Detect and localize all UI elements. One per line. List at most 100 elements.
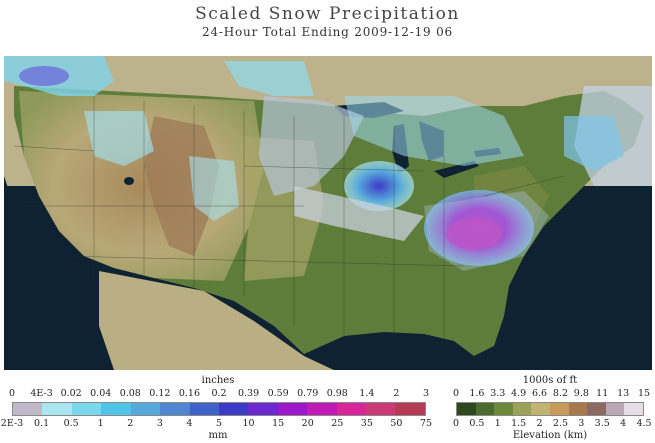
rocky-mountains bbox=[144, 116, 219, 256]
elev-swatch-6 bbox=[568, 403, 588, 415]
snow-bottom-ticks-label: 75 bbox=[419, 418, 433, 429]
elev-bottom-ticks-label: 4 bbox=[620, 418, 627, 429]
snow-bottom-ticks-label: 15 bbox=[272, 418, 285, 429]
snow-swatch-12 bbox=[366, 403, 396, 415]
elev-top-ticks-label: 6.6 bbox=[531, 388, 548, 399]
snow-legend-colorbar bbox=[12, 402, 426, 416]
elev-top-ticks-label: 0 bbox=[452, 388, 460, 399]
elevation-legend-colorbar bbox=[456, 402, 644, 416]
snow-swatch-7 bbox=[218, 403, 249, 415]
gulf-water bbox=[304, 336, 474, 370]
snow-new-england bbox=[564, 116, 624, 171]
snow-bottom-ticks-label: 10 bbox=[242, 418, 255, 429]
snow-swatch-4 bbox=[130, 403, 161, 415]
snow-central-band bbox=[259, 96, 364, 196]
elev-swatch-2 bbox=[494, 403, 513, 415]
snow-top-ticks-label: 0.04 bbox=[90, 388, 112, 399]
snow-bottom-ticks-label: 5 bbox=[215, 418, 223, 429]
snow-bottom-ticks-label: 2E-3 bbox=[0, 418, 24, 429]
elev-swatch-7 bbox=[587, 403, 606, 415]
snow-top-ticks-label: 0.59 bbox=[267, 388, 289, 399]
atlantic-water bbox=[484, 206, 652, 370]
elev-bottom-ticks-label: 3 bbox=[578, 418, 585, 429]
snow-top-ticks-label: 0.12 bbox=[149, 388, 171, 399]
elev-swatch-3 bbox=[512, 403, 532, 415]
snow-top-ticks-label: 0.39 bbox=[237, 388, 260, 399]
snow-swatch-11 bbox=[336, 403, 367, 415]
snow-swatch-9 bbox=[277, 403, 308, 415]
elev-top-ticks-label: 9.8 bbox=[573, 388, 589, 399]
snow-nw-core bbox=[19, 66, 69, 86]
elev-swatch-9 bbox=[624, 403, 643, 415]
snow-precipitation-map bbox=[4, 56, 652, 370]
snow-northern-plains bbox=[224, 61, 314, 96]
great-salt-lake bbox=[124, 177, 134, 185]
snow-top-ticks-label: 0 bbox=[8, 388, 16, 399]
elev-top-ticks-label: 13 bbox=[617, 388, 630, 399]
elev-top-ticks-label: 11 bbox=[596, 388, 609, 399]
snow-top-ticks-label: 0.2 bbox=[211, 388, 227, 399]
elevation-legend-top-ticks: 0 1.6 3.3 4.9 6.6 8.2 9.8 11 13 15 bbox=[452, 388, 650, 400]
snow-swatch-5 bbox=[160, 403, 190, 415]
elev-bottom-ticks-label: 2 bbox=[536, 418, 543, 429]
snow-swatch-1 bbox=[42, 403, 72, 415]
elevation-legend-unit-bottom: Elevation (km) bbox=[512, 430, 588, 441]
snow-top-ticks-label: 2 bbox=[393, 388, 400, 399]
elev-top-ticks-label: 4.9 bbox=[511, 388, 527, 399]
snow-swatch-0 bbox=[13, 403, 43, 415]
snow-top-ticks-label: 3 bbox=[422, 388, 430, 399]
map-svg bbox=[4, 56, 652, 370]
snow-swatch-6 bbox=[189, 403, 219, 415]
snow-mid-atlantic-max bbox=[446, 218, 502, 250]
snow-legend-bottom-ticks: 2E-3 0.1 0.5 1 2 3 4 5 10 15 20 25 35 50 75 bbox=[1, 418, 432, 430]
elev-bottom-ticks-label: 2.5 bbox=[552, 418, 568, 429]
elev-top-ticks-label: 1.6 bbox=[469, 388, 485, 399]
elev-top-ticks-label: 8.2 bbox=[552, 388, 568, 399]
elev-swatch-4 bbox=[531, 403, 550, 415]
snow-legend-top-ticks: 0 4E-3 0.02 0.04 0.08 0.12 0.16 0.2 0.39 0.59 0.79… bbox=[8, 388, 430, 400]
snow-top-ticks-label: 0.16 bbox=[178, 388, 200, 399]
elev-top-ticks-label: 15 bbox=[637, 388, 651, 399]
elev-bottom-ticks-label: 0 bbox=[452, 418, 460, 429]
snow-swatch-8 bbox=[248, 403, 278, 415]
elev-top-ticks-label: 3.3 bbox=[490, 388, 506, 399]
snow-legend-unit-top: inches bbox=[201, 375, 235, 386]
snow-great-lakes bbox=[344, 96, 524, 166]
snow-swatch-13 bbox=[395, 403, 425, 415]
snow-top-ticks-label: 1.4 bbox=[359, 388, 375, 399]
pacific-water bbox=[4, 176, 64, 370]
elev-swatch-1 bbox=[475, 403, 495, 415]
snow-bottom-ticks-label: 0.5 bbox=[63, 418, 79, 429]
elev-bottom-ticks-label: 1 bbox=[494, 418, 501, 429]
map-subtitle: 24-Hour Total Ending 2009-12-19 06 bbox=[202, 25, 453, 39]
snow-bottom-ticks-label: 0.1 bbox=[34, 418, 50, 429]
snow-swatch-2 bbox=[71, 403, 102, 415]
snow-northern-rockies bbox=[84, 111, 154, 166]
state-boundaries bbox=[13, 96, 565, 338]
elevation-legend-unit-top: 1000s of ft bbox=[522, 375, 578, 386]
snow-bottom-ticks-label: 50 bbox=[390, 418, 403, 429]
snow-top-ticks-label: 0.02 bbox=[60, 388, 82, 399]
snow-bottom-ticks-label: 3 bbox=[156, 418, 163, 429]
map-title: Scaled Snow Precipitation bbox=[195, 4, 460, 24]
elev-bottom-ticks-label: 4.5 bbox=[636, 418, 652, 429]
elevation-legend-bottom-ticks: 0 0.5 1 1.5 2 2.5 3 3.5 4 4.5 bbox=[452, 418, 652, 430]
elev-bottom-ticks-label: 0.5 bbox=[469, 418, 485, 429]
snow-top-ticks-label: 0.79 bbox=[297, 388, 319, 399]
snow-bottom-ticks-label: 25 bbox=[331, 418, 344, 429]
snow-bottom-ticks-label: 2 bbox=[127, 418, 134, 429]
snow-swatch-10 bbox=[307, 403, 337, 415]
snow-swatch-3 bbox=[101, 403, 131, 415]
snow-bottom-ticks-label: 1 bbox=[97, 418, 104, 429]
snow-bottom-ticks-label: 4 bbox=[186, 418, 193, 429]
snow-bottom-ticks-label: 35 bbox=[360, 418, 373, 429]
elev-bottom-ticks-label: 1.5 bbox=[511, 418, 527, 429]
snow-top-ticks-label: 0.08 bbox=[119, 388, 141, 399]
elev-swatch-5 bbox=[549, 403, 569, 415]
snow-top-ticks-label: 4E-3 bbox=[30, 388, 53, 399]
mexico-land bbox=[99, 271, 334, 370]
snow-ohio-band bbox=[294, 186, 424, 241]
elev-bottom-ticks-label: 3.5 bbox=[594, 418, 610, 429]
snow-top-ticks-label: 0.98 bbox=[326, 388, 348, 399]
snow-midwest-core bbox=[344, 161, 414, 211]
